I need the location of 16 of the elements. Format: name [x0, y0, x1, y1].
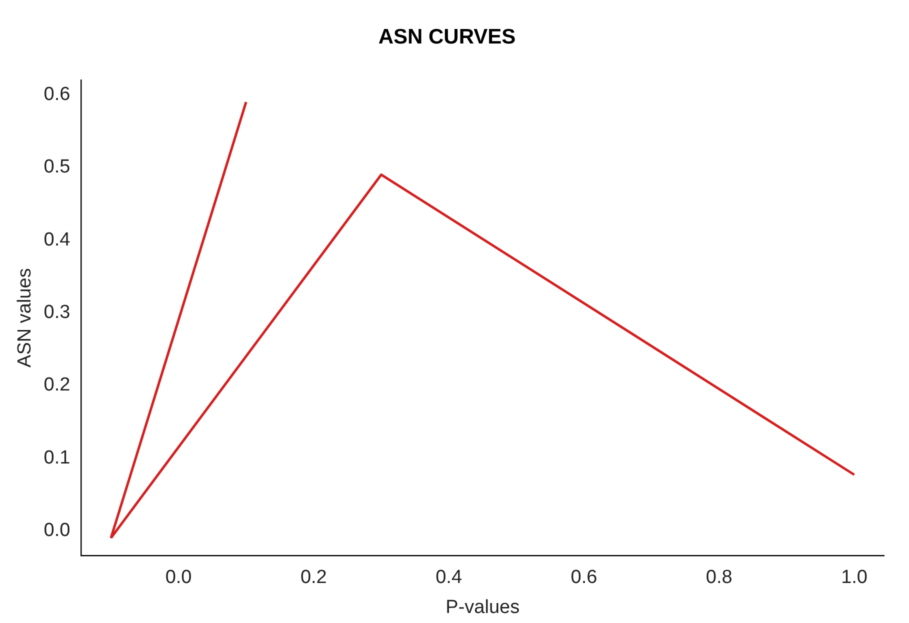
x-tick-label: 0.8: [706, 567, 732, 588]
x-tick-label: 0.0: [165, 567, 192, 588]
y-tick-label: 0.1: [44, 447, 70, 468]
x-tick-label: 1.0: [841, 567, 868, 588]
x-axis-title: P-values: [446, 596, 520, 618]
chart-title: ASN CURVES: [378, 25, 516, 48]
y-tick-label: 0.0: [44, 520, 70, 541]
y-tick-label: 0.2: [44, 374, 70, 396]
x-tick-label: 0.2: [300, 567, 327, 588]
y-tick-label: 0.5: [44, 156, 70, 178]
x-tick-label: 0.6: [570, 567, 598, 588]
y-axis-title: ASN values: [14, 268, 36, 368]
x-tick-label: 0.4: [436, 567, 462, 588]
y-tick-label: 0.4: [44, 229, 71, 250]
y-tick-label: 0.6: [44, 84, 70, 105]
y-tick-label: 0.3: [44, 302, 70, 323]
